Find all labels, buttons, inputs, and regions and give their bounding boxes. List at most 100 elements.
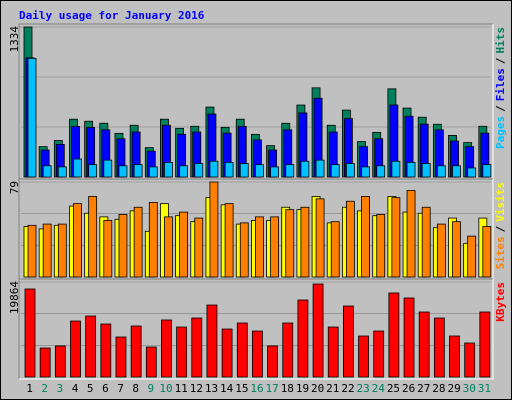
bar [239, 222, 249, 278]
bar [403, 297, 415, 378]
bar [161, 319, 172, 378]
bar [85, 315, 97, 378]
x-tick-label: 24 [372, 382, 386, 395]
bar [421, 163, 431, 178]
bar [209, 160, 219, 178]
bar [145, 346, 157, 378]
x-tick-label: 13 [205, 382, 218, 395]
x-tick-label: 29 [447, 382, 460, 395]
legend-separator: / [494, 225, 507, 232]
bar [345, 163, 355, 178]
bar [42, 223, 52, 278]
bar [282, 322, 294, 378]
bar [118, 214, 128, 278]
bar [482, 226, 492, 278]
bar [467, 167, 477, 178]
bar [467, 235, 477, 278]
legend-entry: Sites [494, 236, 507, 269]
x-tick-label: 1 [26, 382, 33, 395]
bar [224, 161, 234, 178]
x-tick-label: 7 [117, 382, 124, 395]
bar [358, 335, 369, 378]
x-tick-label: 14 [220, 382, 234, 395]
x-tick-label: 26 [402, 382, 415, 395]
bar [330, 164, 340, 178]
bar [315, 159, 325, 178]
bar [88, 196, 98, 278]
bar [270, 166, 279, 178]
legend-entry: Visits [494, 182, 507, 222]
bar [206, 304, 218, 378]
bar [315, 198, 325, 278]
bar [164, 216, 173, 278]
bar [388, 292, 400, 378]
bar [57, 223, 67, 278]
bar [345, 200, 355, 278]
x-tick-label: 12 [190, 382, 203, 395]
legend-entry: KBytes [494, 282, 507, 322]
legend-separator: / [494, 57, 507, 64]
bar [24, 288, 36, 378]
bar [406, 161, 416, 178]
legend: Pages / Files / Hits [494, 27, 507, 149]
x-tick-label: 21 [326, 382, 339, 395]
chart-title: Daily usage for January 2016 [19, 9, 205, 22]
bar [433, 317, 445, 378]
x-tick-label: 15 [235, 382, 248, 395]
bar [361, 166, 370, 178]
x-tick-label: 10 [159, 382, 172, 395]
bar [57, 166, 67, 178]
bar [54, 345, 66, 378]
y-tick-label: 19864 [8, 281, 21, 314]
bar [103, 159, 113, 178]
bar [100, 323, 112, 378]
bar [179, 165, 189, 178]
x-tick-label: 11 [175, 382, 188, 395]
bar [376, 165, 386, 178]
bar [73, 158, 82, 178]
bar [130, 325, 142, 378]
bar [118, 165, 128, 178]
x-tick-label: 25 [387, 382, 400, 395]
x-tick-label: 8 [132, 382, 139, 395]
x-tick-label: 23 [357, 382, 370, 395]
bar [252, 330, 263, 378]
x-tick-label: 16 [250, 382, 263, 395]
plot-border [18, 178, 493, 279]
bar [436, 165, 446, 178]
bar [27, 57, 37, 178]
bar [236, 322, 248, 378]
plot-border [18, 278, 493, 379]
x-tick-label: 9 [148, 382, 155, 395]
bar [330, 221, 340, 278]
legend-entry: Pages [494, 116, 507, 149]
bar [436, 223, 446, 278]
x-tick-label: 27 [417, 382, 430, 395]
legend-separator: / [494, 105, 507, 112]
bar [267, 345, 278, 378]
bar [191, 317, 203, 378]
bar [361, 196, 370, 278]
bar [464, 342, 476, 378]
bar [285, 164, 295, 178]
bar [391, 160, 401, 178]
bar [133, 164, 143, 178]
bar [42, 165, 52, 178]
legend-entry: Hits [494, 27, 507, 54]
bar [73, 203, 82, 278]
bar [133, 206, 143, 278]
plot-border [18, 23, 493, 179]
bar [179, 211, 189, 278]
legend: Sites / Visits [494, 182, 507, 270]
bar [209, 181, 219, 278]
bar [376, 214, 386, 278]
bar [224, 203, 234, 278]
bar [285, 209, 295, 278]
y-tick-label: 79 [8, 181, 21, 194]
x-tick-label: 28 [432, 382, 445, 395]
x-tick-label: 22 [341, 382, 354, 395]
bar [452, 221, 461, 278]
bar [39, 347, 51, 378]
bar [164, 161, 173, 178]
